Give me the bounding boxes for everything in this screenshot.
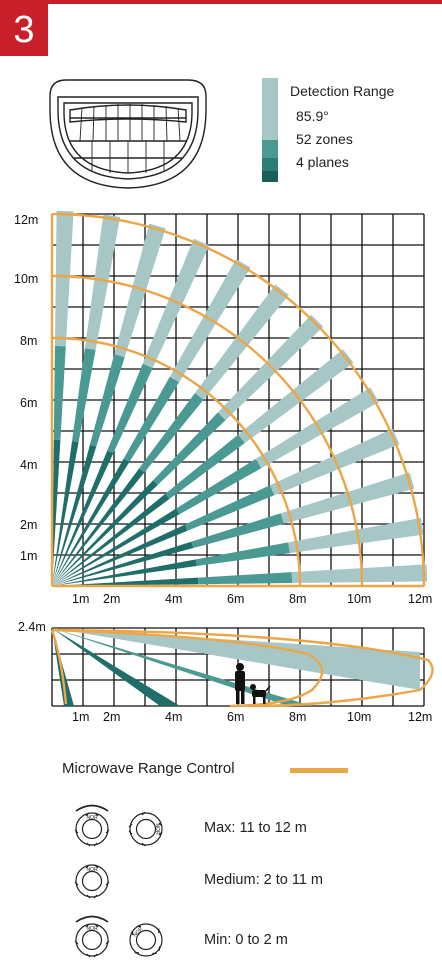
knob-max-icon bbox=[75, 806, 109, 847]
knob-medium-icon bbox=[75, 865, 109, 898]
knob-min-icon bbox=[75, 917, 109, 958]
setting-min-label: Min: 0 to 2 m bbox=[204, 932, 288, 948]
setting-max-label: Max: 11 to 12 m bbox=[204, 820, 307, 836]
knob-max-rotated-icon bbox=[129, 812, 162, 846]
knob-min-rotated-icon bbox=[123, 917, 170, 963]
setting-medium-label: Medium: 2 to 11 m bbox=[204, 872, 323, 888]
